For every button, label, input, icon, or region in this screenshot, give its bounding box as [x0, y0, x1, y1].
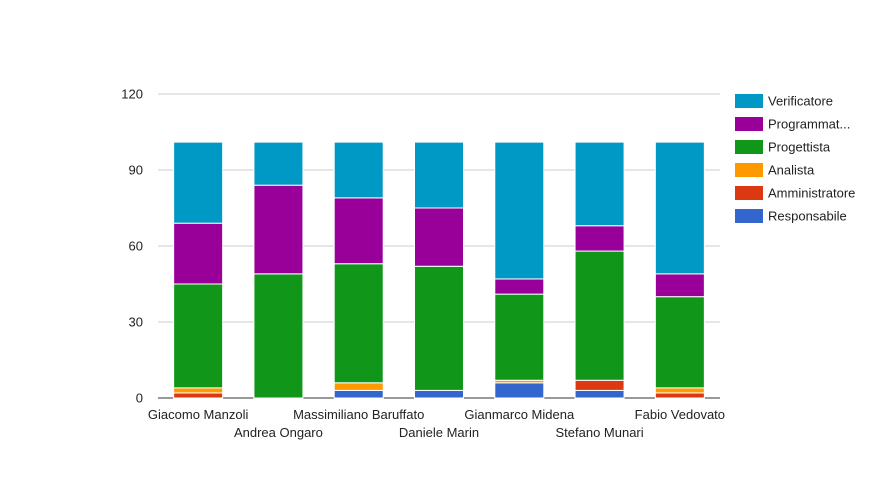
bar-segment-programmat[interactable] [253, 184, 304, 275]
legend-swatch [735, 140, 763, 154]
legend-swatch [735, 94, 763, 108]
bar-segment-amministratore[interactable] [173, 392, 224, 399]
bar-segment-progettista[interactable] [654, 296, 705, 389]
bar-segment-programmat[interactable] [414, 207, 464, 267]
x-category-label: Massimiliano Baruffato [293, 407, 424, 422]
bar-segment-programmat[interactable] [654, 273, 705, 298]
legend-item[interactable]: Verificatore [735, 94, 833, 109]
bar-segment-verificatore[interactable] [253, 141, 304, 186]
legend-item[interactable]: Analista [735, 163, 815, 178]
x-axis-categories: Giacomo Manzoli Andrea Ongaro Massimiliano… [148, 407, 725, 440]
y-tick-label: 90 [129, 163, 143, 178]
legend-swatch [735, 186, 763, 200]
bar-segment-amministratore[interactable] [654, 392, 705, 399]
bar-segment-progettista[interactable] [574, 250, 625, 381]
x-category-label: Fabio Vedovato [635, 407, 725, 422]
legend-label: Amministratore [768, 186, 855, 201]
bar-segment-responsabile[interactable] [574, 389, 625, 399]
legend-label: Responsabile [768, 209, 847, 224]
bar-segment-responsabile[interactable] [333, 389, 384, 399]
bar-segment-analista[interactable] [654, 387, 705, 394]
bar-segment-verificatore[interactable] [494, 141, 545, 280]
x-category-label: Daniele Marin [399, 425, 479, 440]
y-tick-label: 0 [136, 391, 143, 406]
x-category-label: Giacomo Manzoli [148, 407, 249, 422]
bar-segment-verificatore[interactable] [574, 141, 625, 227]
legend-item[interactable]: Responsabile [735, 209, 847, 224]
legend-swatch [735, 163, 763, 177]
y-axis-ticks: 0 30 60 90 120 [121, 87, 143, 406]
bar-segment-analista[interactable] [173, 387, 224, 394]
bar-segment-responsabile[interactable] [494, 382, 545, 399]
x-category-label: Stefano Munari [555, 425, 643, 440]
bar-segment-verificatore[interactable] [654, 141, 705, 275]
legend: Verificatore Programmat... Progettista Anal… [735, 94, 855, 224]
legend-label: Verificatore [768, 94, 833, 109]
bar-segment-responsabile[interactable] [414, 389, 464, 399]
legend-item[interactable]: Amministratore [735, 186, 855, 201]
y-tick-label: 120 [121, 87, 143, 102]
bar-segment-programmat[interactable] [333, 197, 384, 265]
legend-label: Programmat... [768, 117, 850, 132]
bar-segment-verificatore[interactable] [333, 141, 384, 199]
bar-segment-progettista[interactable] [253, 273, 304, 399]
bar-segment-programmat[interactable] [173, 222, 224, 285]
bar-segment-progettista[interactable] [173, 283, 224, 389]
bar-segment-programmat[interactable] [494, 278, 545, 295]
x-category-label: Gianmarco Midena [464, 407, 575, 422]
bar-segment-verificatore[interactable] [173, 141, 224, 224]
bar-segment-analista[interactable] [333, 382, 384, 391]
bar-segment-amministratore[interactable] [574, 379, 625, 391]
legend-swatch [735, 117, 763, 131]
legend-swatch [735, 209, 763, 223]
bar-segment-verificatore[interactable] [414, 141, 464, 209]
legend-label: Progettista [768, 140, 831, 155]
legend-label: Analista [768, 163, 815, 178]
bar-segment-programmat[interactable] [574, 225, 625, 252]
bar-segment-progettista[interactable] [414, 265, 464, 391]
x-category-label: Andrea Ongaro [234, 425, 323, 440]
bars [173, 141, 705, 399]
bar-segment-progettista[interactable] [494, 293, 545, 381]
y-tick-label: 60 [129, 239, 143, 254]
legend-item[interactable]: Progettista [735, 140, 831, 155]
bar-segment-progettista[interactable] [333, 263, 384, 384]
legend-item[interactable]: Programmat... [735, 117, 850, 132]
y-tick-label: 30 [129, 315, 143, 330]
